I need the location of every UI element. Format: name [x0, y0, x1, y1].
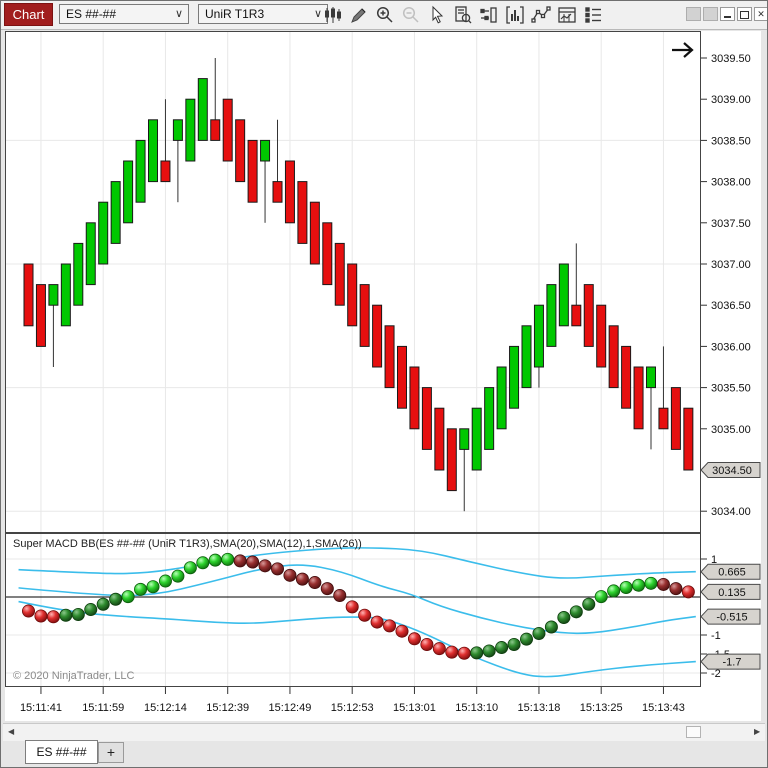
bb-middle-band [18, 564, 696, 635]
time-axis[interactable]: 15:11:41 15:11:59 15:12:14 15:12:39 15:12:49… [20, 687, 685, 714]
chart-style-icon[interactable] [323, 5, 345, 25]
copyright-label: © 2020 NinjaTrader, LLC [13, 670, 135, 682]
restore-icon [740, 11, 749, 19]
chevron-down-icon: ∨ [174, 8, 183, 20]
svg-text:3037.00: 3037.00 [711, 259, 751, 271]
close-button[interactable]: ✕ [754, 7, 767, 21]
tab-es-contract[interactable]: ES ##-## [25, 740, 98, 764]
candlestick-series [23, 58, 694, 512]
svg-text:-2: -2 [711, 668, 721, 680]
indicator-marker: 0.135 [700, 583, 761, 600]
scroll-left-icon[interactable]: ◀ [8, 727, 15, 736]
toolbar: Chart ES ##-## ∨ UniR T1R3 ∨ [1, 1, 767, 30]
svg-text:3035.00: 3035.00 [711, 424, 751, 436]
window-button-blank-right [703, 7, 718, 21]
instrument-dropdown-value: ES ##-## [66, 7, 117, 21]
bb-lower-band [18, 600, 696, 678]
drawing-tools-icon[interactable] [349, 5, 371, 25]
indicator-label: Super MACD BB(ES ##-## (UniR T1R3),SMA(2… [13, 538, 362, 550]
svg-text:3038.00: 3038.00 [711, 177, 751, 189]
chart-menu-tab[interactable]: Chart [4, 3, 53, 26]
indicator-marker: -1.7 [700, 653, 761, 670]
svg-text:15:12:14: 15:12:14 [144, 702, 187, 714]
minimize-button[interactable] [720, 7, 735, 21]
svg-text:-1.7: -1.7 [723, 657, 742, 669]
svg-text:15:13:25: 15:13:25 [580, 702, 623, 714]
last-price-marker: 3034.50 [700, 462, 761, 478]
svg-text:15:13:01: 15:13:01 [393, 702, 436, 714]
macd-bollinger-bands [18, 547, 696, 678]
tab-bar: ES ##-## + [1, 740, 767, 767]
go-to-latest-arrow-icon[interactable] [672, 42, 694, 58]
bb-upper-band [18, 547, 696, 579]
svg-text:0.665: 0.665 [718, 567, 746, 579]
svg-text:3036.00: 3036.00 [711, 341, 751, 353]
minimize-icon [724, 16, 731, 18]
zoom-out-icon[interactable] [401, 5, 423, 25]
svg-text:-1: -1 [711, 630, 721, 642]
panel-borders [5, 31, 701, 687]
instrument-dropdown[interactable]: ES ##-## ∨ [59, 4, 189, 24]
indicator-marker: 0.665 [700, 563, 761, 580]
svg-text:3034.50: 3034.50 [712, 465, 752, 477]
svg-text:3039.00: 3039.00 [711, 94, 751, 106]
restore-button[interactable] [737, 7, 752, 21]
scrollbar-thumb[interactable] [686, 726, 701, 738]
svg-text:3039.50: 3039.50 [711, 53, 751, 65]
svg-text:15:12:39: 15:12:39 [206, 702, 249, 714]
svg-text:15:13:18: 15:13:18 [518, 702, 561, 714]
bartype-dropdown-value: UniR T1R3 [205, 7, 265, 21]
price-axis[interactable]: 3034.00 3034.50 3035.00 3035.50 3036.00 3036.… [701, 53, 751, 518]
svg-text:15:12:49: 15:12:49 [269, 702, 312, 714]
svg-text:3035.50: 3035.50 [711, 383, 751, 395]
svg-text:1: 1 [711, 554, 717, 566]
svg-text:3038.50: 3038.50 [711, 135, 751, 147]
data-box-icon[interactable] [453, 5, 475, 25]
chart-properties-icon[interactable] [557, 5, 579, 25]
svg-text:15:11:41: 15:11:41 [20, 702, 62, 714]
svg-text:0.135: 0.135 [718, 587, 746, 599]
window-button-blank-left [686, 7, 701, 21]
close-icon: ✕ [757, 9, 765, 19]
svg-text:-0.515: -0.515 [716, 612, 747, 624]
macd-dots [21, 552, 695, 660]
bartype-dropdown[interactable]: UniR T1R3 ∨ [198, 4, 328, 24]
indicator-marker: -0.515 [700, 608, 761, 625]
scroll-right-icon[interactable]: ▶ [754, 727, 761, 736]
add-tab-button[interactable]: + [98, 742, 124, 763]
chevron-down-icon: ∨ [313, 8, 322, 20]
svg-text:3034.00: 3034.00 [711, 506, 751, 518]
indicators-icon[interactable] [505, 5, 527, 25]
svg-text:3037.50: 3037.50 [711, 218, 751, 230]
draw-line-icon[interactable] [531, 5, 553, 25]
zoom-in-icon[interactable] [375, 5, 397, 25]
chart-trader-icon[interactable] [479, 5, 501, 25]
svg-text:15:12:53: 15:12:53 [331, 702, 374, 714]
svg-text:15:13:43: 15:13:43 [642, 702, 685, 714]
horizontal-scrollbar[interactable]: ◀ ▶ [3, 723, 765, 741]
svg-text:15:11:59: 15:11:59 [82, 702, 124, 714]
pointer-icon[interactable] [427, 5, 449, 25]
svg-text:15:13:10: 15:13:10 [455, 702, 498, 714]
data-series-icon[interactable] [583, 5, 605, 25]
svg-text:3036.50: 3036.50 [711, 300, 751, 312]
